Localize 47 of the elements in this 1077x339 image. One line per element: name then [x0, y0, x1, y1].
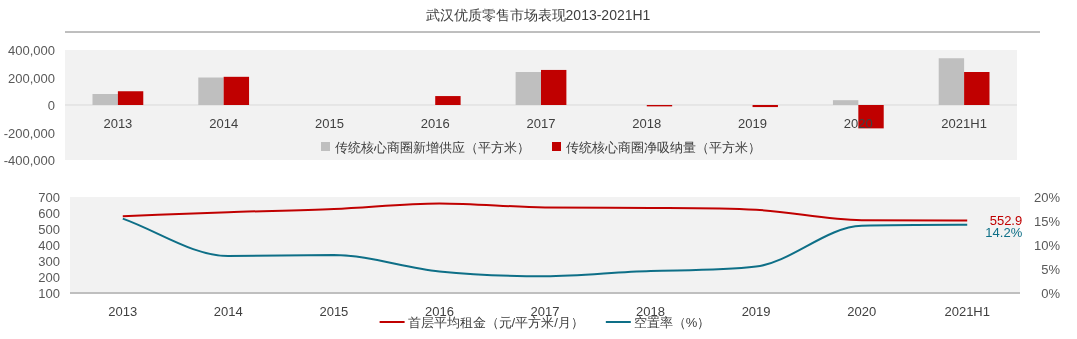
bar: [223, 76, 250, 105]
y2-tick-label: 15%: [1033, 214, 1061, 229]
y-tick-label: 200,000: [8, 70, 55, 86]
y2-tick-label: 0%: [1041, 286, 1061, 301]
y2-tick-label: 5%: [1041, 262, 1061, 277]
x-tick-label: 2013: [108, 304, 138, 319]
legend-label: 传统核心商圈新增供应（平方米）: [335, 140, 530, 155]
legend-label: 传统核心商圈净吸纳量（平方米）: [566, 140, 761, 155]
y-tick-label: -200,000: [3, 125, 55, 141]
bar: [92, 94, 118, 105]
bar: [435, 96, 461, 105]
bar: [198, 77, 224, 105]
y-tick-label: 500: [38, 222, 60, 237]
x-tick-label: 2015: [319, 304, 349, 319]
x-tick-label: 2015: [314, 116, 344, 131]
y-tick-label: 0: [47, 98, 55, 113]
bar: [832, 100, 859, 105]
x-tick-label: 2017: [526, 116, 556, 131]
line-series: [121, 202, 969, 222]
y2-tick-label: 20%: [1033, 190, 1061, 205]
y-tick-label: 600: [38, 206, 60, 221]
x-tick-label: 2021H1: [941, 116, 987, 131]
y-tick-label: 700: [38, 190, 60, 205]
bar: [964, 72, 990, 105]
y-tick-label: 300: [38, 254, 60, 269]
x-tick-label: 2020: [847, 304, 877, 319]
y-tick-label: 200: [38, 270, 60, 285]
x-tick-label: 2013: [103, 116, 133, 131]
x-tick-label: 2014: [209, 116, 239, 131]
bar: [938, 58, 965, 105]
y-tick-label: 400: [38, 238, 60, 253]
x-tick-label: 2019: [738, 116, 768, 131]
chart-title: 武汉优质零售市场表现2013-2021H1: [425, 7, 651, 23]
y-tick-label: 400,000: [8, 43, 55, 58]
bar: [541, 69, 567, 105]
x-tick-label: 2021H1: [944, 304, 990, 319]
x-tick-label: 2018: [632, 116, 662, 131]
y-tick-label: 100: [38, 286, 60, 301]
bar: [117, 91, 144, 105]
bar: [515, 72, 541, 105]
bar: [752, 105, 778, 108]
x-tick-label: 2019: [741, 304, 771, 319]
y-tick-label: -400,000: [3, 153, 55, 168]
x-tick-label: 2016: [420, 116, 450, 131]
x-tick-label: 2014: [213, 304, 243, 319]
y2-tick-label: 10%: [1033, 238, 1061, 253]
line-series: [121, 217, 969, 278]
